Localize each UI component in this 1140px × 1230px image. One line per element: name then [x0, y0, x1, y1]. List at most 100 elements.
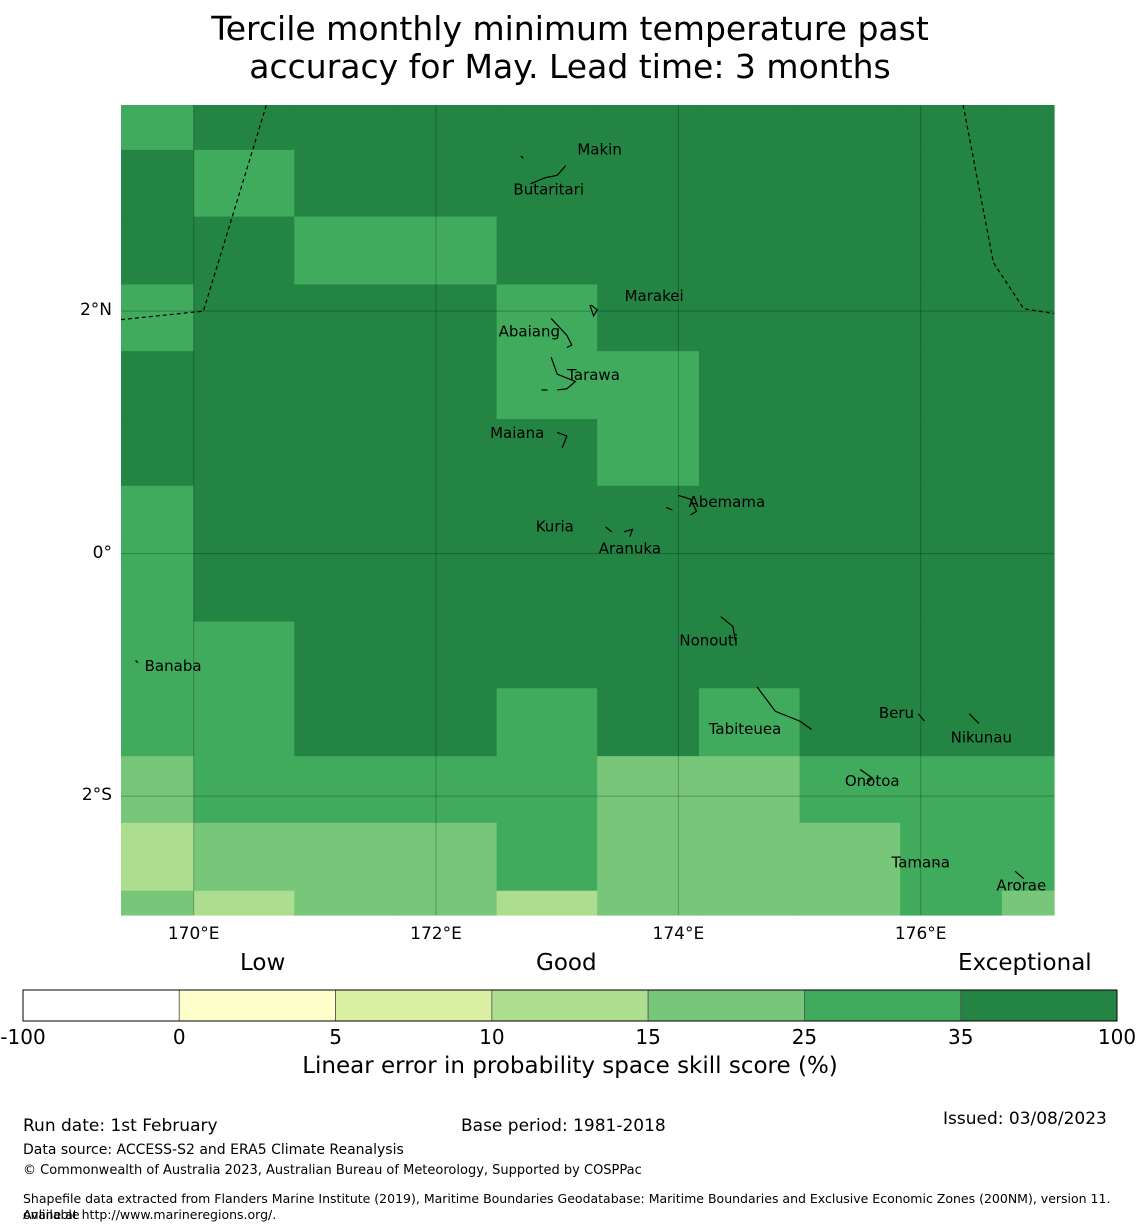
- colorbar-tick-label: 100: [1097, 1025, 1137, 1049]
- grid-cell: [121, 105, 195, 151]
- grid-cell: [396, 822, 498, 892]
- grid-cell: [193, 105, 295, 151]
- grid-cell: [799, 890, 901, 916]
- grid-cell: [1001, 621, 1055, 689]
- grid-cell: [1001, 351, 1055, 420]
- grid-cell: [698, 890, 801, 916]
- grid-cell: [1001, 105, 1055, 151]
- lon-tick-label: 170°E: [167, 924, 220, 944]
- map-title: Tercile monthly minimum temperature past…: [0, 10, 1140, 86]
- lat-tick-label: 0°: [92, 542, 112, 563]
- colorbar-swatch: [804, 989, 962, 1022]
- island-coastline: [135, 659, 139, 664]
- grid-cell: [496, 890, 598, 916]
- grid-cell: [396, 216, 498, 286]
- grid-cell: [396, 688, 498, 757]
- grid-cell: [396, 621, 498, 689]
- base-period: Base period: 1981-2018: [461, 1116, 666, 1136]
- grid-cell: [121, 149, 195, 218]
- colorbar-tick-label: 15: [635, 1025, 661, 1049]
- grid-cell: [1001, 149, 1055, 218]
- island-coastline: [556, 431, 568, 449]
- grid-cell: [496, 149, 598, 218]
- grid-cell: [496, 485, 598, 555]
- grid-cell: [121, 485, 195, 555]
- grid-cell: [900, 149, 1003, 218]
- island-label-abemama: Abemama: [689, 493, 766, 511]
- eez-boundary-line: [962, 105, 1054, 315]
- grid-cell: [294, 419, 397, 487]
- coastlines: [135, 155, 1025, 880]
- grid-cell: [396, 485, 498, 555]
- colorbar-swatch: [647, 989, 805, 1022]
- grid-cell: [799, 351, 901, 420]
- island-coastline: [859, 768, 874, 785]
- island-label-tabiteuea: Tabiteuea: [708, 720, 782, 738]
- island-label-aranuka: Aranuka: [599, 539, 661, 557]
- grid-cell: [900, 284, 1003, 352]
- grid-cell: [597, 105, 700, 151]
- copyright: © Commonwealth of Australia 2023, Austra…: [23, 1163, 642, 1178]
- grid-cell: [121, 822, 195, 892]
- issued-date: Issued: 03/08/2023: [943, 1109, 1107, 1129]
- grid-cell: [496, 553, 598, 623]
- grid-cell: [1001, 688, 1055, 757]
- grid-cell: [193, 284, 295, 352]
- grid-cell: [121, 419, 195, 487]
- island-coastline: [666, 507, 673, 511]
- grid-cell: [193, 890, 295, 916]
- grid-cell: [597, 890, 700, 916]
- grid-cell: [799, 149, 901, 218]
- colorbar-tick-label: 35: [947, 1025, 974, 1049]
- island-label-nikunau: Nikunau: [951, 728, 1012, 746]
- lon-tick-label: 174°E: [652, 924, 705, 944]
- grid-cell: [1001, 553, 1055, 623]
- grid-cell: [698, 216, 801, 286]
- grid-cell: [294, 822, 397, 892]
- grid-cell: [496, 756, 598, 824]
- grid-cell: [698, 688, 801, 757]
- colorbar-tick-label: 10: [479, 1025, 505, 1049]
- island-label-nonouti: Nonouti: [679, 631, 738, 649]
- grid-cell: [799, 553, 901, 623]
- grid-cell: [193, 149, 295, 218]
- grid-cell: [597, 688, 700, 757]
- grid-cell: [193, 351, 295, 420]
- grid-cell: [698, 756, 801, 824]
- grid-cell: [698, 351, 801, 420]
- grid-cell: [799, 756, 901, 824]
- grid-cell: [799, 688, 901, 757]
- grid-cell: [597, 419, 700, 487]
- grid-cell: [1001, 756, 1055, 824]
- grid-cell: [121, 890, 195, 916]
- island-coastline: [917, 713, 925, 722]
- colorbar-swatch: [22, 989, 180, 1022]
- grid-cell: [193, 216, 295, 286]
- grid-cell: [698, 822, 801, 892]
- island-coastline: [589, 304, 598, 318]
- grid-cell: [294, 485, 397, 555]
- colorbar: [22, 989, 1118, 1022]
- eez-boundaries: [121, 105, 1054, 321]
- grid-cell: [496, 351, 598, 420]
- grid-cell: [193, 756, 295, 824]
- grid-cell: [294, 149, 397, 218]
- grid-cell: [799, 822, 901, 892]
- island-label-banaba: Banaba: [145, 657, 202, 675]
- grid-cell: [698, 105, 801, 151]
- grid-cell: [900, 756, 1003, 824]
- grid-cell: [294, 284, 397, 352]
- grid-cell: [799, 621, 901, 689]
- grid-cell: [900, 216, 1003, 286]
- grid-cell: [396, 553, 498, 623]
- grid-cell: [597, 822, 700, 892]
- island-coastline: [934, 862, 940, 866]
- island-label-tamana: Tamana: [891, 853, 950, 871]
- grid-cell: [193, 419, 295, 487]
- colorbar-swatch: [491, 989, 649, 1022]
- island-coastline: [623, 528, 634, 537]
- island-coastline: [1014, 870, 1025, 880]
- grid-cell: [900, 419, 1003, 487]
- grid-cell: [294, 351, 397, 420]
